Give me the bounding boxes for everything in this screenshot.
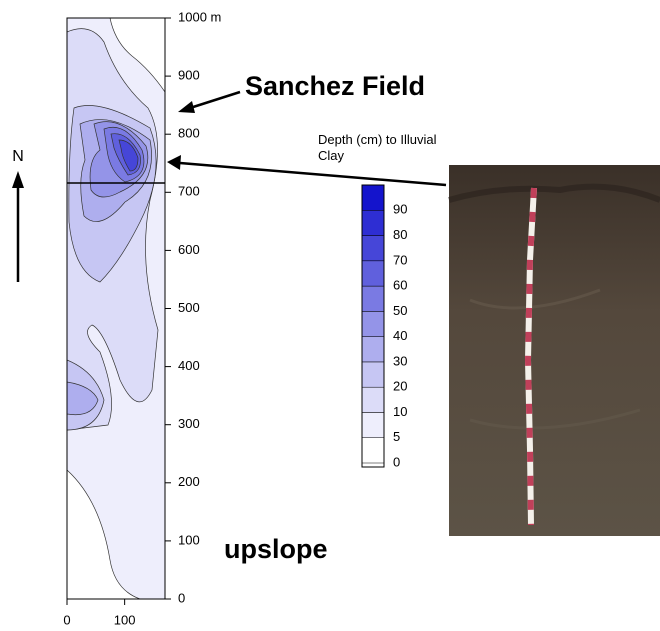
contour-map <box>67 18 165 599</box>
colorbar-label: 5 <box>393 429 400 444</box>
soil-photo <box>449 165 660 536</box>
colorbar-label: 50 <box>393 303 407 318</box>
y-tick-label: 0 <box>178 590 185 605</box>
colorbar-title: Depth (cm) to Illuvial Clay <box>318 132 458 164</box>
colorbar-label: 40 <box>393 328 407 343</box>
colorbar-swatch <box>362 185 384 210</box>
colorbar-swatch <box>362 261 384 286</box>
y-tick-label: 100 <box>178 532 200 547</box>
colorbar-swatch <box>362 387 384 412</box>
y-tick-label: 1000 m <box>178 9 221 24</box>
y-tick-label: 200 <box>178 474 200 489</box>
colorbar: 0 5 10 20 30 40 50 60 70 80 90 <box>362 185 407 469</box>
colorbar-swatch <box>362 337 384 362</box>
figure: N Sanchez Field upslope 0 5 10 20 30 40 50 60 70… <box>0 0 660 631</box>
colorbar-swatch <box>362 311 384 336</box>
colorbar-label: 0 <box>393 454 400 469</box>
field-label: Sanchez Field <box>245 71 425 101</box>
y-tick-label: 900 <box>178 68 200 83</box>
colorbar-label: 10 <box>393 404 407 419</box>
colorbar-swatch <box>362 236 384 261</box>
x-tick-label: 100 <box>114 612 136 627</box>
colorbar-label: 90 <box>393 202 407 217</box>
colorbar-swatch <box>362 438 384 463</box>
colorbar-swatch <box>362 362 384 387</box>
colorbar-swatch <box>362 412 384 437</box>
y-tick-label: 300 <box>178 416 200 431</box>
slope-label: upslope <box>224 534 328 564</box>
y-tick-label: 700 <box>178 184 200 199</box>
colorbar-swatch <box>362 210 384 235</box>
north-label: N <box>12 148 24 165</box>
colorbar-label: 20 <box>393 379 407 394</box>
colorbar-label: 70 <box>393 252 407 267</box>
y-tick-label: 500 <box>178 300 200 315</box>
colorbar-label: 80 <box>393 227 407 242</box>
y-tick-label: 400 <box>178 358 200 373</box>
colorbar-swatch <box>362 286 384 311</box>
x-tick-label: 0 <box>63 612 70 627</box>
colorbar-label: 30 <box>393 353 407 368</box>
y-tick-label: 800 <box>178 126 200 141</box>
colorbar-label: 60 <box>393 278 407 293</box>
y-tick-label: 600 <box>178 242 200 257</box>
chart: N Sanchez Field upslope 0 5 10 20 30 40 50 60 70… <box>0 0 660 631</box>
